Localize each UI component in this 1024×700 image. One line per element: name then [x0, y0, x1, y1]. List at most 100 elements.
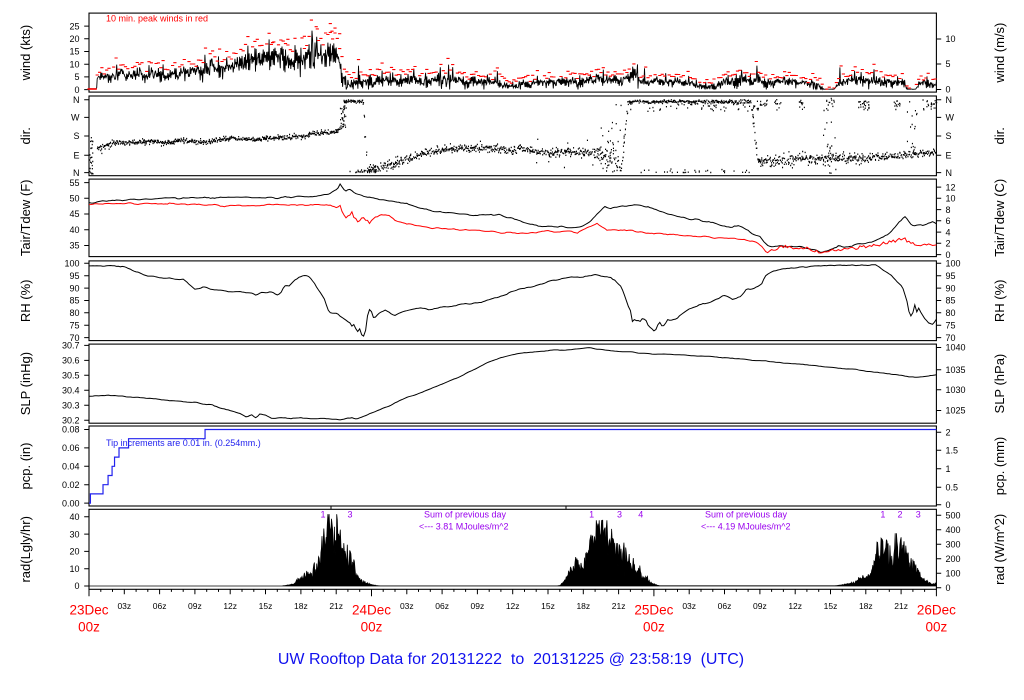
svg-text:21z: 21z [329, 601, 343, 611]
svg-text:Tair/Tdew (F): Tair/Tdew (F) [18, 180, 33, 257]
svg-text:100: 100 [946, 259, 961, 269]
svg-text:1030: 1030 [946, 385, 966, 395]
svg-text:30.4: 30.4 [62, 386, 80, 396]
svg-text:200: 200 [946, 554, 961, 564]
svg-text:23Dec: 23Dec [69, 603, 108, 618]
svg-text:10 min. peak winds in red: 10 min. peak winds in red [106, 14, 208, 24]
svg-text:25: 25 [69, 21, 79, 31]
svg-text:06z: 06z [153, 601, 167, 611]
svg-text:40: 40 [69, 512, 79, 522]
svg-text:21z: 21z [894, 601, 908, 611]
svg-text:12: 12 [946, 182, 956, 192]
svg-text:2: 2 [897, 510, 902, 520]
svg-text:N: N [946, 95, 953, 105]
svg-text:00z: 00z [643, 620, 665, 635]
svg-text:RH (%): RH (%) [18, 279, 33, 322]
svg-text:06z: 06z [435, 601, 449, 611]
svg-text:03z: 03z [400, 601, 414, 611]
svg-text:0.06: 0.06 [62, 443, 80, 453]
svg-text:10: 10 [946, 34, 956, 44]
svg-text:10: 10 [69, 564, 79, 574]
svg-text:80: 80 [946, 308, 956, 318]
svg-text:90: 90 [946, 283, 956, 293]
svg-text:1: 1 [320, 510, 325, 520]
svg-text:0.08: 0.08 [62, 425, 80, 435]
svg-text:30.7: 30.7 [62, 341, 80, 351]
svg-text:3: 3 [916, 510, 921, 520]
svg-text:8: 8 [946, 205, 951, 215]
svg-text:0.04: 0.04 [62, 462, 80, 472]
svg-text:3: 3 [347, 510, 352, 520]
svg-text:18z: 18z [294, 601, 308, 611]
svg-text:1025: 1025 [946, 406, 966, 416]
svg-text:09z: 09z [753, 601, 767, 611]
svg-text:85: 85 [69, 296, 79, 306]
svg-text:24Dec: 24Dec [352, 603, 391, 618]
svg-text:85: 85 [946, 296, 956, 306]
svg-text:W: W [946, 113, 955, 123]
svg-text:26Dec: 26Dec [917, 603, 956, 618]
svg-text:75: 75 [69, 320, 79, 330]
svg-text:100: 100 [64, 259, 79, 269]
svg-text:80: 80 [69, 308, 79, 318]
svg-text:10: 10 [946, 194, 956, 204]
svg-text:95: 95 [69, 271, 79, 281]
svg-text:SLP (hPa): SLP (hPa) [992, 354, 1007, 414]
svg-text:0.5: 0.5 [946, 482, 959, 492]
svg-text:Tair/Tdew (C): Tair/Tdew (C) [992, 179, 1007, 257]
svg-text:30.3: 30.3 [62, 400, 80, 410]
svg-text:<--- 4.19 MJoules/m^2: <--- 4.19 MJoules/m^2 [701, 522, 791, 532]
svg-text:75: 75 [946, 320, 956, 330]
svg-text:5: 5 [946, 59, 951, 69]
svg-text:09z: 09z [471, 601, 485, 611]
svg-text:3: 3 [617, 510, 622, 520]
svg-text:4: 4 [946, 227, 951, 237]
svg-text:wind (m/s): wind (m/s) [992, 23, 1007, 84]
svg-text:12z: 12z [506, 601, 520, 611]
svg-text:E: E [73, 151, 79, 161]
svg-text:00z: 00z [78, 620, 100, 635]
svg-text:03z: 03z [117, 601, 131, 611]
svg-text:00z: 00z [361, 620, 383, 635]
svg-text:dir.: dir. [992, 127, 1007, 144]
svg-text:4: 4 [638, 510, 643, 520]
svg-text:70: 70 [946, 333, 956, 343]
svg-text:N: N [946, 168, 953, 178]
svg-text:N: N [73, 95, 80, 105]
svg-text:Tip increments are 0.01 in. (0: Tip increments are 0.01 in. (0.254mm.) [106, 438, 261, 448]
svg-text:1040: 1040 [946, 343, 966, 353]
svg-text:45: 45 [69, 209, 79, 219]
svg-text:1: 1 [880, 510, 885, 520]
svg-text:1035: 1035 [946, 365, 966, 375]
svg-text:20: 20 [69, 34, 79, 44]
svg-text:10: 10 [69, 59, 79, 69]
svg-text:30.5: 30.5 [62, 371, 80, 381]
svg-text:1: 1 [946, 464, 951, 474]
svg-text:6: 6 [946, 216, 951, 226]
svg-text:35: 35 [69, 241, 79, 251]
svg-text:55: 55 [69, 178, 79, 188]
svg-text:0: 0 [946, 583, 951, 593]
svg-text:2: 2 [946, 239, 951, 249]
svg-text:5: 5 [74, 72, 79, 82]
svg-text:18z: 18z [576, 601, 590, 611]
svg-text:0.00: 0.00 [62, 498, 80, 508]
svg-text:20: 20 [69, 547, 79, 557]
svg-text:25Dec: 25Dec [634, 603, 673, 618]
svg-text:E: E [946, 151, 952, 161]
svg-text:rad (W/m^2): rad (W/m^2) [992, 514, 1007, 585]
svg-text:500: 500 [946, 511, 961, 521]
svg-text:0: 0 [946, 500, 951, 510]
svg-text:15z: 15z [824, 601, 838, 611]
svg-text:400: 400 [946, 525, 961, 535]
svg-text:12z: 12z [223, 601, 237, 611]
svg-text:2: 2 [946, 427, 951, 437]
svg-text:95: 95 [946, 271, 956, 281]
svg-text:15z: 15z [541, 601, 555, 611]
svg-text:1.5: 1.5 [946, 445, 959, 455]
svg-text:rad(Lgly/hr): rad(Lgly/hr) [18, 516, 33, 582]
svg-text:S: S [946, 131, 952, 141]
svg-text:18z: 18z [859, 601, 873, 611]
svg-text:N: N [73, 168, 80, 178]
svg-text:70: 70 [69, 333, 79, 343]
